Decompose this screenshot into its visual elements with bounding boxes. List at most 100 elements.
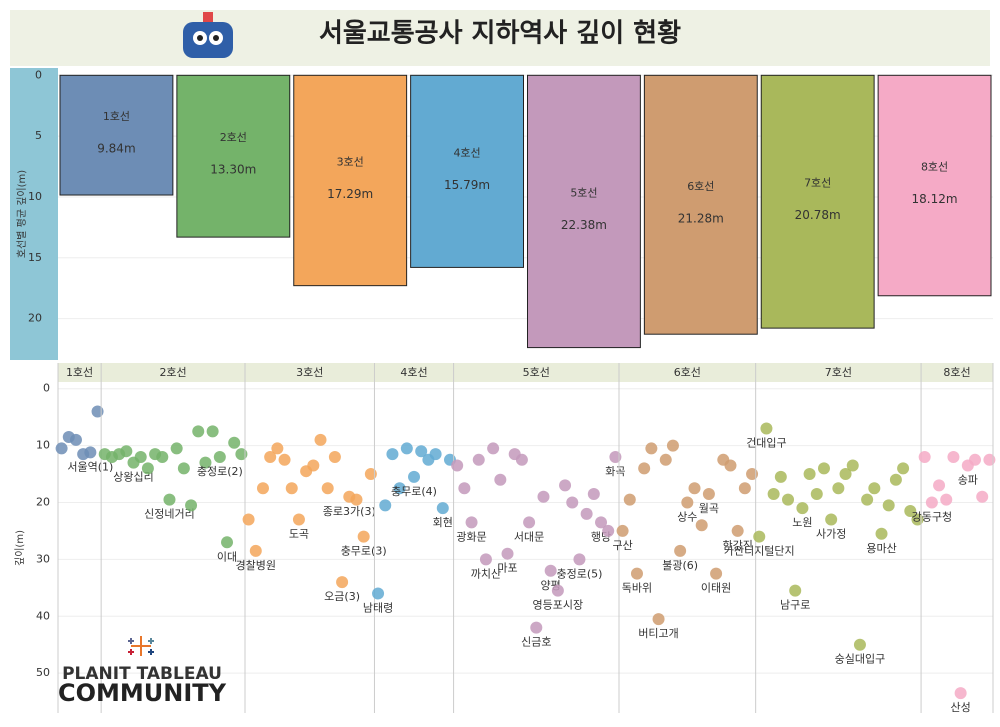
station-point bbox=[156, 450, 169, 463]
column-header-label: 2호선 bbox=[159, 366, 186, 379]
bar-category-label: 5호선 bbox=[570, 186, 597, 199]
station-point bbox=[487, 442, 500, 455]
station-label: 독바위 bbox=[622, 582, 652, 595]
station-point bbox=[321, 482, 334, 495]
bar-category-label: 2호선 bbox=[220, 131, 247, 144]
station-point bbox=[645, 442, 658, 455]
station-label: 강동구청 bbox=[912, 510, 952, 523]
station-point bbox=[372, 587, 385, 600]
bar bbox=[176, 74, 291, 238]
station-point bbox=[940, 493, 953, 506]
watermark-line2: COMMUNITY bbox=[58, 679, 227, 707]
station-point bbox=[580, 507, 593, 520]
station-point bbox=[479, 553, 492, 566]
station-point bbox=[947, 450, 960, 463]
station-label: 도곡 bbox=[289, 528, 309, 541]
station-point bbox=[810, 487, 823, 500]
station-label: 숭실대입구 bbox=[835, 653, 886, 666]
y-axis-title: 호선별 평균 깊이(m) bbox=[16, 170, 28, 258]
station-point bbox=[875, 527, 888, 540]
column-header-label: 6호선 bbox=[674, 366, 701, 379]
station-point bbox=[969, 453, 982, 466]
mascot bbox=[183, 12, 233, 58]
station-label: 경찰병원 bbox=[236, 559, 276, 572]
column-header-label: 7호선 bbox=[825, 366, 852, 379]
y-tick-label: 0 bbox=[43, 382, 50, 395]
y-axis-panel bbox=[10, 68, 58, 360]
station-point bbox=[292, 513, 305, 526]
station-point bbox=[738, 482, 751, 495]
column-header-label: 4호선 bbox=[400, 366, 427, 379]
station-point bbox=[724, 459, 737, 472]
station-point bbox=[976, 490, 989, 503]
column-header-label: 3호선 bbox=[296, 366, 323, 379]
station-label: 노원 bbox=[792, 516, 812, 529]
station-label: 상수 bbox=[677, 510, 697, 523]
station-point bbox=[630, 567, 643, 580]
station-point bbox=[882, 499, 895, 512]
station-point bbox=[177, 462, 190, 475]
station-point bbox=[170, 442, 183, 455]
station-point bbox=[84, 446, 97, 459]
station-point bbox=[659, 453, 672, 466]
station-point bbox=[839, 468, 852, 481]
station-point bbox=[609, 450, 622, 463]
station-label: 사가정 bbox=[816, 528, 846, 541]
station-label: 서울역(1) bbox=[67, 460, 113, 473]
y-tick-label: 10 bbox=[28, 190, 42, 203]
bar-value-label: 9.84m bbox=[97, 142, 135, 156]
station-point bbox=[408, 470, 421, 483]
station-label: 한강진 bbox=[722, 539, 752, 552]
bar bbox=[410, 74, 524, 268]
station-point bbox=[602, 524, 615, 537]
station-label: 월곡 bbox=[699, 502, 719, 515]
station-point bbox=[185, 499, 198, 512]
bar-category-label: 4호선 bbox=[453, 146, 480, 159]
station-point bbox=[249, 544, 262, 557]
station-label: 송파 bbox=[958, 474, 978, 487]
station-label: 종로3가(3) bbox=[323, 505, 376, 518]
station-point bbox=[731, 524, 744, 537]
station-point bbox=[458, 482, 471, 495]
station-point bbox=[228, 436, 241, 449]
y-tick-label: 15 bbox=[28, 251, 42, 264]
y-tick-label: 20 bbox=[28, 312, 42, 325]
bar-value-label: 20.78m bbox=[795, 208, 841, 222]
station-label: 가산디지털단지 bbox=[724, 545, 795, 558]
y-tick-label: 30 bbox=[36, 552, 50, 565]
station-point bbox=[465, 516, 478, 529]
station-point bbox=[551, 584, 564, 597]
bar bbox=[877, 74, 992, 297]
bar-category-label: 6호선 bbox=[687, 180, 714, 193]
station-label: 충정로(2) bbox=[197, 465, 243, 478]
y-tick-label: 0 bbox=[35, 68, 42, 81]
station-point bbox=[91, 405, 104, 418]
station-point bbox=[954, 687, 967, 700]
bar bbox=[527, 74, 641, 349]
station-point bbox=[141, 462, 154, 475]
bar-category-label: 8호선 bbox=[921, 161, 948, 174]
station-label: 충무로(3) bbox=[341, 545, 387, 558]
station-label: 신정네거리 bbox=[144, 508, 195, 521]
station-label: 용마산 bbox=[866, 542, 896, 555]
station-point bbox=[702, 487, 715, 500]
station-point bbox=[134, 450, 147, 463]
station-point bbox=[789, 584, 802, 597]
station-point bbox=[911, 513, 924, 526]
station-point bbox=[537, 490, 550, 503]
station-point bbox=[530, 621, 543, 634]
station-label: 남태령 bbox=[363, 602, 393, 615]
station-point bbox=[285, 482, 298, 495]
station-point bbox=[451, 459, 464, 472]
station-label: 이태원 bbox=[701, 582, 731, 595]
station-point bbox=[666, 439, 679, 452]
station-point bbox=[501, 547, 514, 560]
bar-value-label: 17.29m bbox=[327, 187, 373, 201]
station-point bbox=[825, 513, 838, 526]
station-point bbox=[623, 493, 636, 506]
tableau-logo bbox=[128, 636, 154, 656]
station-label: 서대문 bbox=[514, 530, 544, 543]
column-header-label: 5호선 bbox=[523, 366, 550, 379]
station-point bbox=[278, 453, 291, 466]
